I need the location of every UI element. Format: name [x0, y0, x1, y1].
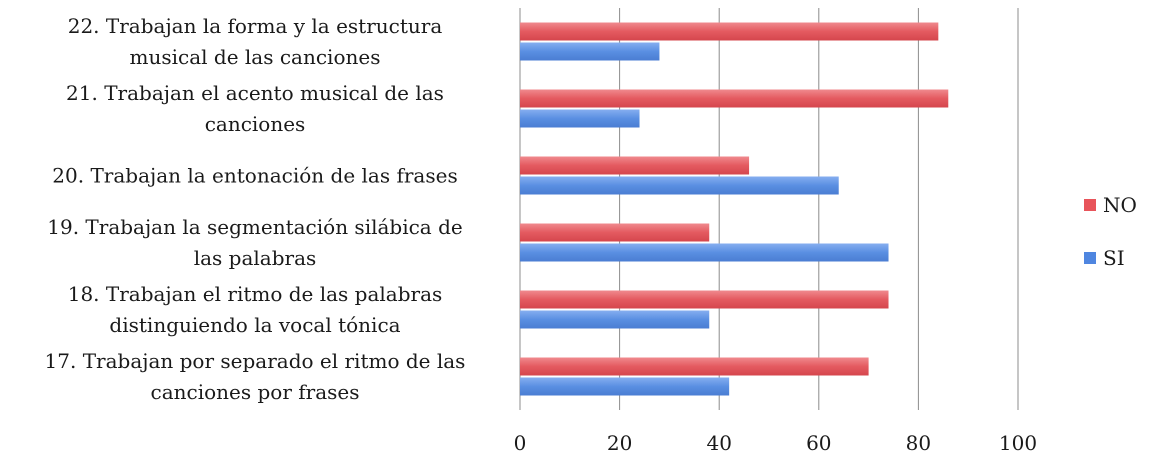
bar-si-2: [520, 109, 640, 128]
bar-si-6: [520, 377, 730, 396]
x-tick-label: 0: [514, 431, 527, 455]
bar-no-5: [520, 290, 889, 309]
bar-no-1: [520, 22, 939, 41]
category-labels: 22. Trabajan la forma y la estructura mus…: [45, 14, 466, 404]
category-label: 18. Trabajan el ritmo de las palabras dis…: [68, 282, 443, 337]
category-label: 17. Trabajan por separado el ritmo de la…: [45, 349, 466, 404]
legend-swatch-no: [1084, 199, 1096, 211]
bar-si-1: [520, 42, 660, 61]
x-axis-tick-labels: 0 20 40 60 80 100: [514, 431, 1037, 455]
bar-si-5: [520, 310, 710, 329]
x-tick-label: 100: [999, 431, 1037, 455]
legend-label-si: SI: [1103, 246, 1125, 270]
bars: [520, 22, 949, 396]
bar-no-6: [520, 357, 869, 376]
x-tick-label: 40: [706, 431, 731, 455]
legend-swatch-si: [1084, 252, 1096, 264]
x-tick-label: 60: [806, 431, 831, 455]
bar-no-3: [520, 156, 750, 175]
x-tick-label: 80: [906, 431, 931, 455]
legend-label-no: NO: [1103, 193, 1137, 217]
bar-si-4: [520, 243, 889, 262]
bar-no-2: [520, 89, 949, 108]
x-tick-label: 20: [607, 431, 632, 455]
category-label: 20. Trabajan la entonación de las frases: [52, 164, 457, 188]
bar-si-3: [520, 176, 839, 195]
gridlines: [519, 8, 1019, 410]
category-label: 22. Trabajan la forma y la estructura mus…: [68, 14, 443, 69]
bar-no-4: [520, 223, 710, 242]
category-label: 21. Trabajan el acento musical de las can…: [66, 81, 444, 136]
legend: NO SI: [1084, 193, 1137, 270]
category-label: 19. Trabajan la segmentación silábica de…: [47, 215, 462, 270]
